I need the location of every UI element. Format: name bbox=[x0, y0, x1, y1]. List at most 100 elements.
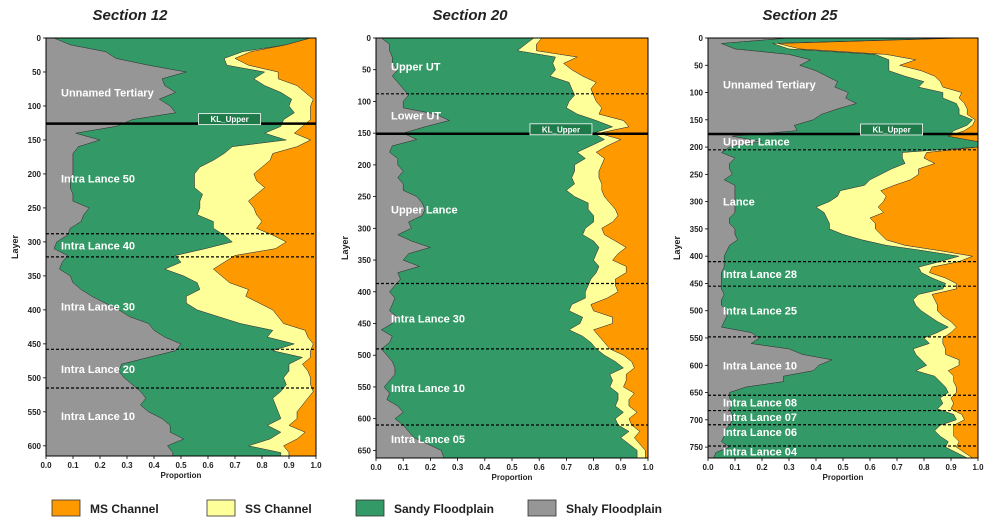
y-tick-label: 500 bbox=[358, 351, 372, 360]
y-tick-label: 100 bbox=[28, 102, 42, 111]
legend-item: Shaly Floodplain bbox=[527, 499, 662, 517]
y-tick-label: 450 bbox=[690, 279, 704, 288]
y-tick-label: 50 bbox=[32, 68, 41, 77]
zone-label: Intra Lance 30 bbox=[391, 313, 465, 325]
kl-upper-box bbox=[198, 113, 262, 126]
section-panel-2: Section 20 KL_Upper Upper UT Lower UT Upper … bbox=[340, 7, 654, 482]
y-tick-label: 400 bbox=[690, 252, 704, 261]
y-tick-label: 600 bbox=[358, 415, 372, 424]
x-tick-label: 0.0 bbox=[702, 463, 714, 472]
legend-swatch bbox=[355, 499, 385, 517]
zone-label: Intra Lance 50 bbox=[61, 174, 135, 186]
zone-label: Intra Lance 25 bbox=[723, 306, 797, 318]
x-tick-label: 0.2 bbox=[756, 463, 768, 472]
y-tick-label: 100 bbox=[690, 89, 704, 98]
legend-swatch bbox=[527, 499, 557, 517]
section-title: Section 12 bbox=[92, 7, 168, 24]
zone-label: Unnamed Tertiary bbox=[61, 87, 155, 99]
zone-label: Upper Lance bbox=[723, 137, 790, 149]
y-tick-label: 300 bbox=[28, 238, 42, 247]
kl-upper-label: KL_Upper bbox=[210, 115, 248, 124]
x-tick-label: 0.6 bbox=[864, 463, 876, 472]
y-tick-label: 300 bbox=[358, 224, 372, 233]
zone-label: Intra Lance 10 bbox=[723, 360, 797, 372]
x-tick-label: 0.3 bbox=[783, 463, 795, 472]
y-tick-label: 550 bbox=[690, 334, 704, 343]
y-tick-label: 150 bbox=[358, 129, 372, 138]
section-panel-3: Section 25 KL_Upper Unnamed Tertiary Upper … bbox=[672, 7, 984, 482]
x-tick-label: 0.5 bbox=[175, 461, 187, 470]
kl-upper-box bbox=[860, 123, 923, 136]
legend-label: Sandy Floodplain bbox=[394, 502, 494, 516]
x-tick-label: 0.5 bbox=[506, 463, 518, 472]
y-tick-label: 50 bbox=[362, 66, 371, 75]
zone-label: Intra Lance 20 bbox=[61, 364, 135, 376]
x-tick-label: 0.1 bbox=[398, 463, 410, 472]
x-axis-label: Proportion bbox=[492, 473, 533, 482]
y-tick-label: 100 bbox=[358, 97, 372, 106]
y-tick-label: 500 bbox=[28, 374, 42, 383]
x-tick-label: 0.2 bbox=[94, 461, 106, 470]
legend-swatch bbox=[51, 499, 81, 517]
y-tick-label: 0 bbox=[367, 34, 372, 43]
zone-label: Intra Lance 07 bbox=[723, 412, 797, 424]
x-tick-label: 0.3 bbox=[452, 463, 464, 472]
y-tick-label: 250 bbox=[28, 204, 42, 213]
zone-label: Intra Lance 06 bbox=[723, 427, 797, 439]
y-tick-label: 250 bbox=[358, 193, 372, 202]
y-tick-label: 150 bbox=[690, 116, 704, 125]
section-panel-1: Section 12 KL_Upper Unnamed Tertiary Intra … bbox=[10, 7, 322, 480]
x-tick-label: 1.0 bbox=[310, 461, 322, 470]
y-tick-label: 200 bbox=[358, 161, 372, 170]
y-tick-label: 150 bbox=[28, 136, 42, 145]
y-tick-label: 350 bbox=[690, 225, 704, 234]
x-tick-label: 0.8 bbox=[918, 463, 930, 472]
zone-label: Upper Lance bbox=[391, 204, 458, 216]
kl-upper-box bbox=[529, 123, 593, 136]
x-tick-label: 0.0 bbox=[370, 463, 382, 472]
y-tick-label: 450 bbox=[358, 319, 372, 328]
x-tick-label: 0.7 bbox=[891, 463, 903, 472]
x-axis-label: Proportion bbox=[161, 471, 202, 480]
x-tick-label: 0.3 bbox=[121, 461, 133, 470]
x-tick-label: 0.5 bbox=[837, 463, 849, 472]
legend-swatch bbox=[206, 499, 236, 517]
x-tick-label: 0.6 bbox=[202, 461, 214, 470]
x-tick-label: 1.0 bbox=[642, 463, 654, 472]
x-tick-label: 0.9 bbox=[283, 461, 295, 470]
x-tick-label: 1.0 bbox=[972, 463, 984, 472]
x-tick-label: 0.9 bbox=[945, 463, 957, 472]
y-tick-label: 0 bbox=[699, 34, 704, 43]
zone-label: Intra Lance 10 bbox=[391, 383, 465, 395]
section-title: Section 25 bbox=[762, 7, 838, 24]
y-tick-label: 600 bbox=[28, 442, 42, 451]
zone-label: Intra Lance 08 bbox=[723, 397, 797, 409]
y-axis-label: Layer bbox=[340, 236, 350, 261]
x-tick-label: 0.4 bbox=[810, 463, 822, 472]
y-tick-label: 700 bbox=[690, 416, 704, 425]
legend-item: Sandy Floodplain bbox=[355, 499, 494, 517]
y-tick-label: 250 bbox=[690, 170, 704, 179]
zone-label: Intra Lance 05 bbox=[391, 434, 465, 446]
legend-label: SS Channel bbox=[245, 502, 312, 516]
section-title: Section 20 bbox=[432, 7, 508, 24]
x-tick-label: 0.0 bbox=[40, 461, 52, 470]
y-tick-label: 450 bbox=[28, 340, 42, 349]
y-tick-label: 400 bbox=[358, 288, 372, 297]
legend-item: MS Channel bbox=[51, 499, 159, 517]
y-tick-label: 400 bbox=[28, 306, 42, 315]
zone-label: Intra Lance 28 bbox=[723, 269, 797, 281]
x-tick-label: 0.7 bbox=[561, 463, 573, 472]
y-tick-label: 200 bbox=[28, 170, 42, 179]
x-tick-label: 0.9 bbox=[615, 463, 627, 472]
legend-label: MS Channel bbox=[90, 502, 159, 516]
x-tick-label: 0.6 bbox=[534, 463, 546, 472]
y-tick-label: 600 bbox=[690, 361, 704, 370]
y-tick-label: 350 bbox=[28, 272, 42, 281]
zone-label: Lower UT bbox=[391, 110, 441, 122]
y-tick-label: 650 bbox=[690, 389, 704, 398]
x-tick-label: 0.4 bbox=[479, 463, 491, 472]
x-tick-label: 0.4 bbox=[148, 461, 160, 470]
y-tick-label: 50 bbox=[694, 61, 703, 70]
zone-label: Intra Lance 10 bbox=[61, 411, 135, 423]
